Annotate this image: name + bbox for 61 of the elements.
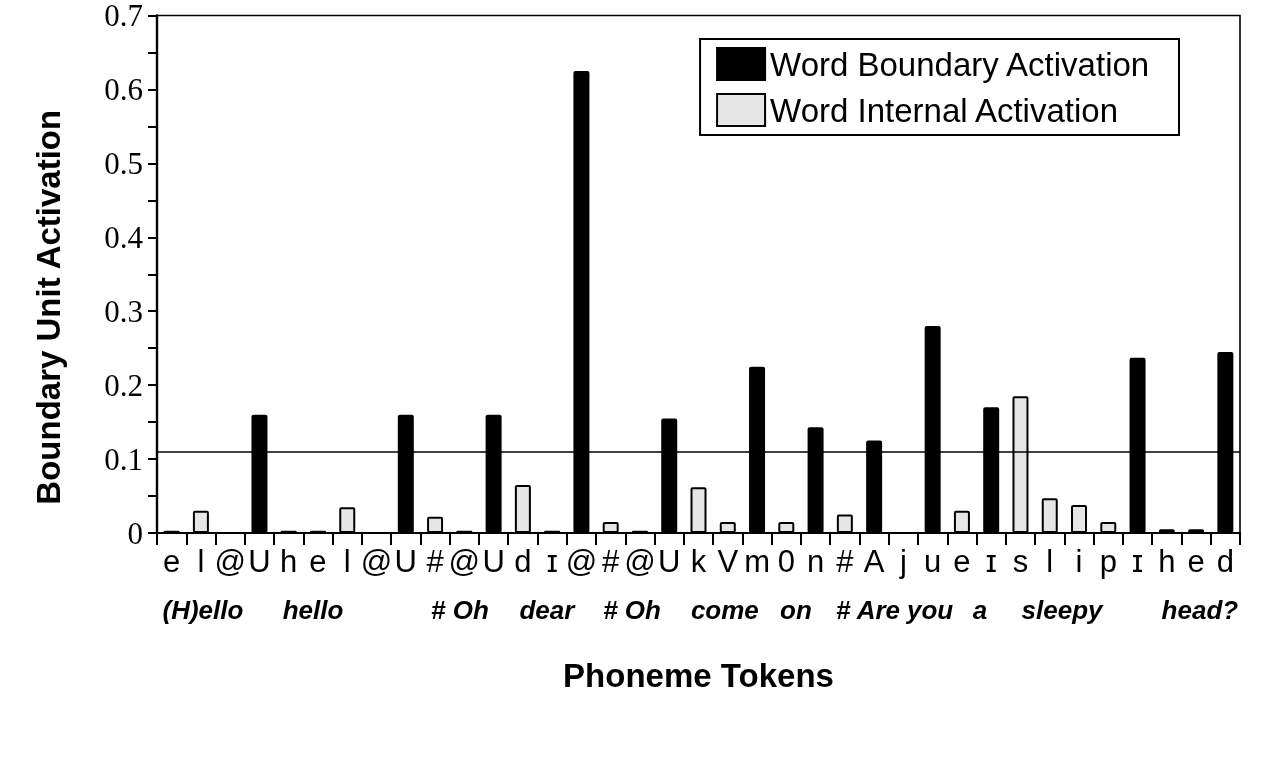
x-tick-label: h <box>280 544 298 579</box>
y-tick-label: 0.5 <box>104 145 143 181</box>
x-tick-label: # <box>602 544 621 579</box>
x-tick-label: # <box>836 544 855 579</box>
x-tick-label: U <box>248 544 271 579</box>
y-tick-label: 0 <box>127 515 143 551</box>
text: sleepy <box>1021 595 1105 625</box>
y-tick-label: 0.4 <box>104 219 144 255</box>
x-tick-label: ɪ <box>1132 544 1144 579</box>
y-tick-label: 0.7 <box>104 0 143 33</box>
y-tick-label: 0.2 <box>104 367 143 403</box>
x-tick-label: U <box>394 544 417 579</box>
text: # Oh <box>603 595 661 625</box>
x-tick-label: j <box>898 544 907 579</box>
text: come <box>690 595 759 625</box>
y-tick-label: 0.1 <box>104 441 143 477</box>
x-tick-label: u <box>924 544 942 579</box>
text: # Oh <box>431 595 489 625</box>
x-tick-label: @ <box>565 544 598 579</box>
x-tick-label: # <box>426 544 445 579</box>
x-tick-label: V <box>717 544 739 579</box>
x-tick-label: A <box>863 544 885 579</box>
x-tick-label: ɪ <box>546 544 558 579</box>
x-tick-label: i <box>1075 544 1083 579</box>
x-tick-label: n <box>806 544 825 579</box>
text: dear <box>519 595 577 625</box>
x-tick-label: @ <box>448 544 481 579</box>
x-tick-label: p <box>1099 544 1117 579</box>
x-tick-label: k <box>690 544 707 579</box>
text: head? <box>1161 595 1239 625</box>
x-tick-label: d <box>1216 544 1234 579</box>
x-axis-title: Phoneme Tokens <box>563 657 834 694</box>
x-tick-label: d <box>514 544 532 579</box>
x-tick-label: U <box>658 544 681 579</box>
x-tick-label: @ <box>360 544 393 579</box>
x-tick-label: m <box>744 544 770 579</box>
legend-label: Word Internal Activation <box>770 91 1118 129</box>
text: # Are <box>835 595 901 625</box>
x-tick-label: l <box>1046 544 1054 579</box>
x-tick-label: ɪ <box>985 544 997 579</box>
x-tick-label: s <box>1012 544 1029 579</box>
x-tick-label: h <box>1158 544 1176 579</box>
text: on <box>780 595 812 625</box>
x-tick-label: e <box>1187 544 1205 579</box>
legend-label: Word Boundary Activation <box>770 45 1150 83</box>
x-tick-label: U <box>482 544 505 579</box>
x-tick-label: e <box>163 544 181 579</box>
x-tick-label: l <box>343 544 351 579</box>
text: hello <box>282 595 344 625</box>
x-tick-label: l <box>197 544 205 579</box>
x-tick-label: e <box>953 544 971 579</box>
x-tick-label: e <box>309 544 327 579</box>
x-tick-label: @ <box>214 544 246 579</box>
y-tick-label: 0.3 <box>104 293 143 329</box>
text: you <box>904 595 954 625</box>
text: a <box>972 595 988 625</box>
x-tick-label: 0 <box>777 544 795 579</box>
y-axis-title: Boundary Unit Activation <box>30 109 67 505</box>
text: (H)ello <box>162 595 244 625</box>
x-tick-label: @ <box>624 544 656 579</box>
y-tick-label: 0.6 <box>104 71 143 107</box>
